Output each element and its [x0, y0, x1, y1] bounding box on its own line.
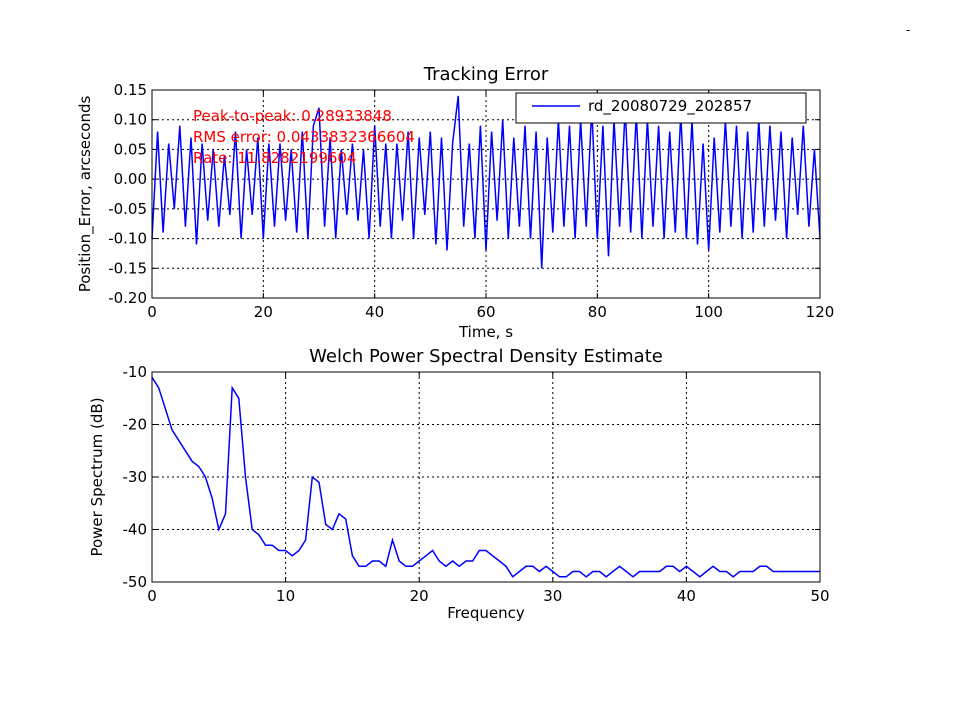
x-axis-label: Time, s: [458, 323, 513, 341]
y-tick-label: 0.05: [114, 140, 147, 158]
y-tick-labels: -50 -40 -30 -20 -10: [123, 363, 148, 591]
x-tick-labels: 0 10 20 30 40 50: [147, 587, 829, 605]
y-axis-label: Position_Error, arcseconds: [76, 96, 95, 293]
y-tick-label: -0.20: [108, 289, 147, 307]
tracking-error-chart: Tracking Error 0 20 40 60 80 100 120 -0.20 -0.1…: [76, 64, 834, 341]
annotations: Peak-to-peak: 0.28933848 RMS error: 0.04…: [193, 107, 415, 167]
plot-frame: [151, 371, 821, 583]
x-tick-label: 60: [476, 303, 495, 321]
x-tick-label: 20: [254, 303, 273, 321]
x-tick-label: 10: [276, 587, 295, 605]
x-tick-labels: 0 20 40 60 80 100 120: [147, 303, 834, 321]
x-tick-label: 40: [677, 587, 696, 605]
x-tick-label: 100: [694, 303, 723, 321]
annotation-rate: Rate: 11.8282199604: [193, 149, 357, 167]
legend-box: [515, 92, 807, 124]
series-line-0: [151, 95, 821, 269]
y-tick-label: -30: [123, 468, 148, 486]
annotation-peak-to-peak: Peak-to-peak: 0.28933848: [193, 107, 392, 125]
series-lines: [151, 376, 820, 578]
y-tick-labels: -0.20 -0.15 -0.10 -0.05 0.00 0.05 0.10 0.15: [108, 81, 147, 307]
series-lines: [151, 95, 821, 269]
y-tick-label: -0.10: [108, 230, 147, 248]
y-tick-label: -40: [123, 521, 148, 539]
legend: rd_20080729_202857: [515, 92, 807, 124]
corner-mark: -: [906, 23, 910, 37]
y-tick-label: -20: [123, 416, 148, 434]
x-tick-label: 120: [806, 303, 835, 321]
chart-title: Welch Power Spectral Density Estimate: [309, 346, 663, 367]
y-tick-label: -0.15: [108, 259, 147, 277]
x-axis-label: Frequency: [447, 604, 525, 622]
y-tick-label: 0.15: [114, 81, 147, 99]
y-tick-label: -0.05: [108, 200, 147, 218]
y-tick-label: -10: [123, 363, 148, 381]
psd-chart: Welch Power Spectral Density Estimate 0 1…: [88, 346, 830, 622]
x-tick-label: 0: [147, 303, 157, 321]
x-tick-label: 40: [365, 303, 384, 321]
y-tick-label: 0.10: [114, 111, 147, 129]
x-tick-label: 80: [588, 303, 607, 321]
x-tick-label: 50: [810, 587, 829, 605]
x-tick-label: 0: [147, 587, 157, 605]
y-axis-label: Power Spectrum (dB): [88, 397, 106, 556]
x-tick-label: 30: [543, 587, 562, 605]
plot-frame: [151, 89, 821, 299]
series-line-0: [151, 376, 820, 578]
y-tick-label: 0.00: [114, 170, 147, 188]
annotation-rms-error: RMS error: 0.0433832366604: [193, 128, 415, 146]
x-tick-label: 20: [410, 587, 429, 605]
legend-entry: rd_20080729_202857: [588, 97, 752, 116]
y-tick-label: -50: [123, 573, 148, 591]
chart-title: Tracking Error: [423, 64, 549, 85]
